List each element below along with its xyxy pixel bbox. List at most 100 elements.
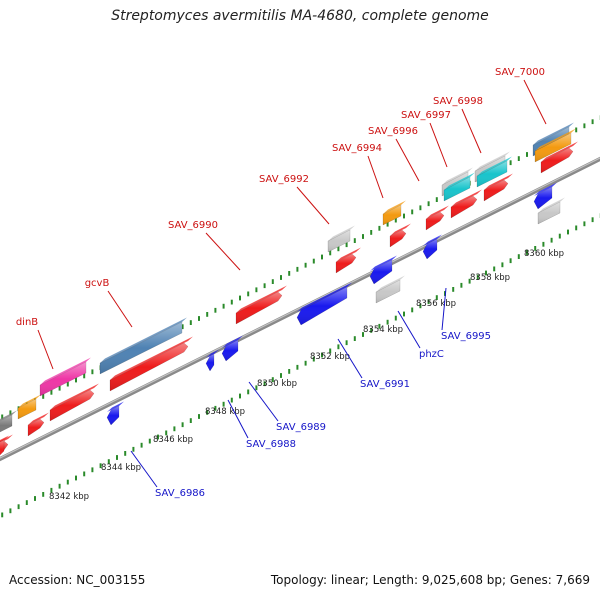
gene-shade	[328, 230, 350, 252]
callout-label: SAV_6995	[441, 331, 491, 342]
gene-top-face	[0, 435, 9, 442]
callout-leader-line	[130, 450, 158, 488]
callout-label: SAV_6996	[368, 126, 418, 137]
gene-top-face	[222, 335, 243, 348]
gene-phzC-grey	[375, 275, 405, 304]
gene-top-face	[451, 189, 482, 207]
gene-SAV_6986	[106, 401, 124, 426]
gene-track	[0, 122, 578, 456]
callout-SAV_6994: SAV_6994	[332, 143, 384, 199]
gene-shade	[107, 406, 119, 425]
callout-leader-line	[248, 381, 279, 422]
gene-shade	[50, 390, 94, 421]
gene-orange	[17, 394, 41, 420]
scale-tick-label: 8348 kbp	[205, 407, 245, 417]
scale-tick-label: 8358 kbp	[470, 273, 510, 283]
callout-label: SAV_6998	[433, 96, 483, 107]
gene-top-face	[535, 128, 576, 151]
callout-leader-line	[441, 287, 447, 331]
callout-label: SAV_6997	[401, 110, 451, 121]
topology-label: Topology: linear; Length: 9,025,608 bp; …	[270, 573, 590, 587]
gene-top-face	[383, 200, 406, 214]
scale-tick-label: 8350 kbp	[257, 379, 297, 389]
callout-label: SAV_7000	[495, 67, 545, 78]
gene-top-face	[477, 156, 512, 176]
gene-shade	[0, 415, 12, 432]
callout-leader-line	[429, 122, 448, 168]
scale-tick-label: 8360 kbp	[524, 249, 564, 259]
gene-phzC	[369, 255, 397, 285]
gene-top-face	[376, 275, 405, 292]
gene-shade	[477, 161, 507, 187]
gene-shade	[100, 322, 182, 374]
gene-shade	[484, 180, 508, 201]
gene-SAV_6998-cyan	[476, 156, 512, 188]
gene-shade	[390, 230, 406, 247]
gene-top-face	[107, 401, 124, 412]
callout-label: SAV_6986	[155, 488, 205, 499]
callout-leader-line	[397, 310, 421, 349]
callout-leader-line	[296, 186, 330, 225]
gene-shade	[110, 343, 188, 391]
callout-SAV_6997: SAV_6997	[401, 110, 451, 168]
gene-top-face	[297, 282, 352, 312]
gene-top-face	[370, 255, 397, 271]
gene-shade	[383, 205, 401, 225]
gene-shade	[535, 133, 571, 162]
gene-gcvB	[99, 317, 187, 375]
callout-label: SAV_6992	[259, 174, 309, 185]
gene-top-face	[50, 383, 99, 410]
gene-shade	[370, 260, 392, 284]
scale-tick-label: 8346 kbp	[153, 435, 193, 445]
gene-shade	[426, 212, 444, 230]
callout-SAV_7000: SAV_7000	[495, 67, 547, 125]
gene-SAV_7000-lower	[540, 141, 578, 174]
gene-gcvB-lower	[109, 336, 193, 392]
gene-top-face	[475, 151, 510, 171]
gene-SAV_6994-lower	[389, 223, 411, 248]
gene-shade	[206, 354, 214, 371]
callout-label: gcvB	[85, 278, 110, 289]
gene-SAV_6995	[422, 234, 442, 260]
callout-leader-line	[37, 329, 54, 370]
gene-top-face	[336, 247, 361, 262]
scale-tick-label: 8352 kbp	[310, 352, 350, 362]
gene-top-face	[442, 167, 473, 185]
gene-SAV_7001	[533, 182, 557, 210]
callout-leader-line	[337, 338, 363, 379]
gene-top-face	[538, 197, 565, 213]
gene-shade	[534, 187, 552, 209]
chromosome-backbone	[0, 156, 600, 462]
gene-shade	[451, 196, 477, 218]
gene-shade	[444, 177, 470, 201]
gene-dinB-lower	[49, 383, 99, 422]
backbone-highlight	[0, 157, 600, 459]
callout-SAV_6989: SAV_6989	[248, 381, 326, 433]
gene-SAV_6998-lower	[483, 173, 513, 202]
gene-top-face	[40, 357, 91, 385]
gene-shade	[297, 287, 347, 325]
gene-shade	[376, 280, 400, 303]
scale-tick-label: 8356 kbp	[416, 299, 456, 309]
callout-label: SAV_6989	[276, 422, 326, 433]
callout-SAV_6986: SAV_6986	[130, 450, 205, 499]
gene-shade	[236, 292, 282, 324]
gene-dinB	[39, 357, 91, 397]
gene-top-face	[28, 412, 49, 425]
gene-shade	[222, 340, 238, 361]
genome-title: Streptomyces avermitilis MA-4680, comple…	[111, 8, 489, 24]
callout-label: SAV_6994	[332, 143, 382, 154]
gene-top-face	[423, 234, 442, 246]
callout-leader-line	[107, 290, 133, 328]
backbone-line	[0, 156, 600, 462]
gene-SAV_6988	[205, 349, 219, 372]
gene-grey-dark	[0, 410, 17, 433]
callout-label: phzC	[419, 349, 444, 360]
gene-callouts: dinB gcvB SAV_6990 SAV_6992 SAV_6994 SAV_6996…	[16, 67, 547, 499]
gene-top-face	[0, 410, 17, 421]
gene-forward	[27, 412, 49, 437]
gene-shade	[0, 440, 4, 455]
callout-leader-line	[205, 232, 241, 271]
callout-leader-line	[523, 79, 547, 125]
